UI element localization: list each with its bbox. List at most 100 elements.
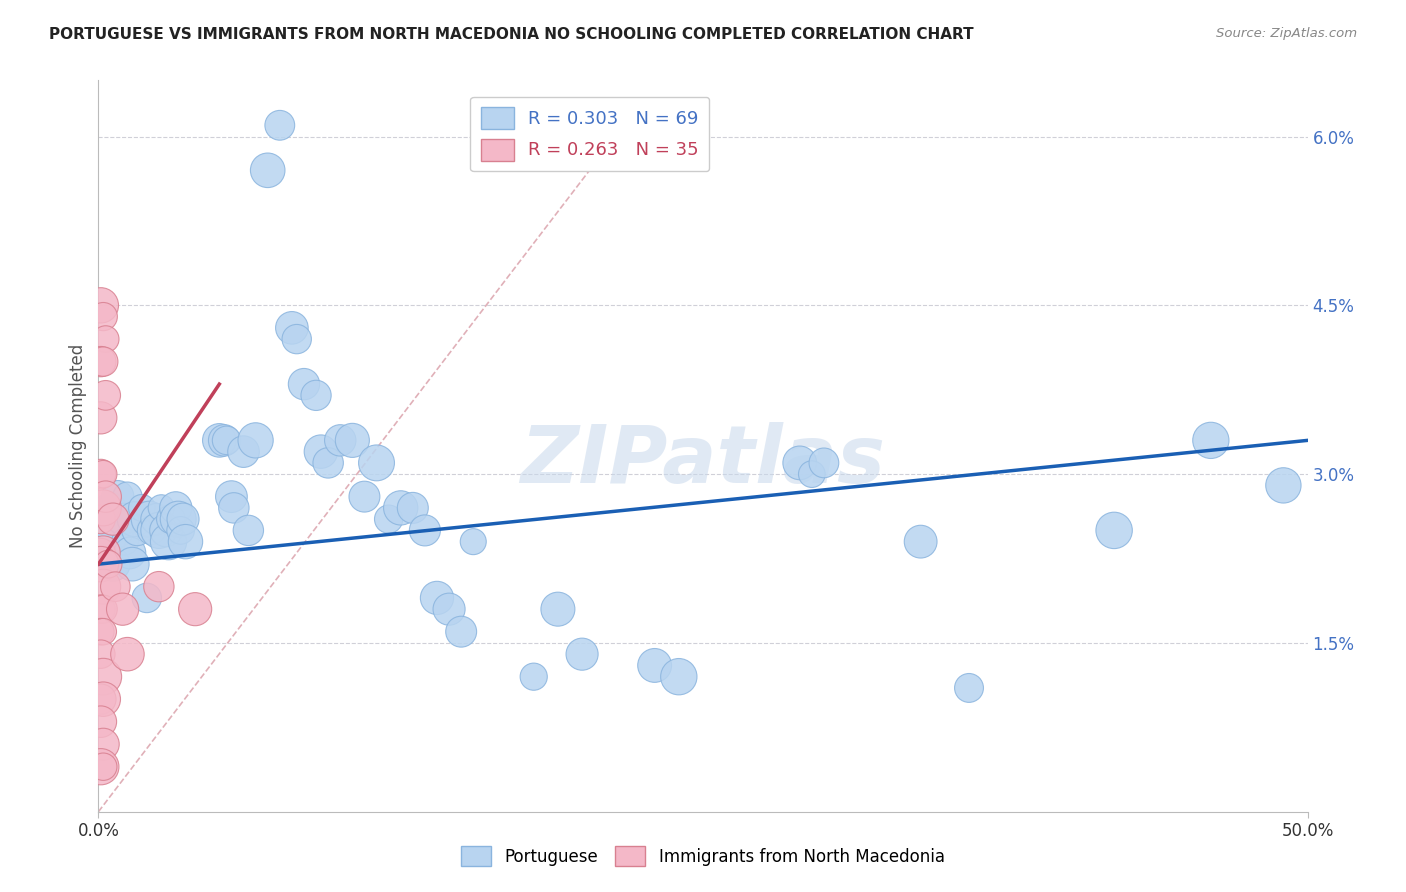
Point (165, 500, 187, 515)
Point (91, 467, 114, 482)
Point (208, 434, 231, 448)
Legend: R = 0.303   N = 69, R = 0.263   N = 35: R = 0.303 N = 69, R = 0.263 N = 35 (470, 96, 710, 171)
Point (174, 534, 197, 549)
Point (90, 647, 112, 661)
Point (155, 524, 177, 538)
Point (256, 163, 278, 178)
Text: Source: ZipAtlas.com: Source: ZipAtlas.com (1216, 27, 1357, 40)
Point (169, 524, 191, 538)
Point (800, 467, 823, 482)
Point (232, 444, 254, 458)
Point (1272, 478, 1295, 492)
Point (245, 434, 267, 448)
Point (160, 512, 183, 526)
Point (104, 524, 127, 538)
Point (104, 580, 127, 594)
Point (90, 546, 112, 560)
Point (90, 760, 112, 774)
Point (389, 500, 412, 515)
Point (90, 512, 112, 526)
Point (91, 500, 114, 515)
Point (114, 534, 136, 549)
Point (450, 624, 472, 639)
Point (329, 434, 352, 448)
Point (91, 670, 114, 684)
Point (121, 557, 143, 571)
Point (238, 524, 260, 538)
Point (90, 298, 112, 312)
Point (309, 444, 332, 458)
Point (215, 434, 238, 448)
Point (305, 388, 328, 402)
Point (668, 670, 690, 684)
Point (97, 557, 120, 571)
Point (90, 557, 112, 571)
Point (316, 456, 339, 470)
Point (94, 388, 117, 402)
Point (285, 332, 308, 346)
Point (97, 534, 120, 549)
Point (117, 647, 139, 661)
Point (366, 456, 388, 470)
Point (91, 310, 114, 324)
Point (789, 456, 811, 470)
Point (148, 524, 170, 538)
Point (124, 512, 146, 526)
Point (91, 546, 114, 560)
Point (150, 500, 173, 515)
Point (910, 534, 932, 549)
Point (90, 692, 112, 706)
Point (118, 546, 141, 560)
Point (91, 602, 114, 616)
Point (90, 602, 112, 616)
Point (222, 500, 245, 515)
Point (281, 321, 304, 335)
Point (94, 490, 117, 504)
Point (91, 760, 114, 774)
Point (107, 490, 129, 504)
Point (101, 557, 124, 571)
Point (90, 410, 112, 425)
Point (172, 512, 194, 526)
Point (91, 692, 114, 706)
Point (1102, 524, 1125, 538)
Point (402, 500, 425, 515)
Text: PORTUGUESE VS IMMIGRANTS FROM NORTH MACEDONIA NO SCHOOLING COMPLETED CORRELATION: PORTUGUESE VS IMMIGRANTS FROM NORTH MACE… (49, 27, 974, 42)
Point (101, 512, 124, 526)
Point (111, 602, 134, 616)
Point (90, 624, 112, 639)
Point (1199, 434, 1222, 448)
Legend: Portuguese, Immigrants from North Macedonia: Portuguese, Immigrants from North Macedo… (454, 839, 952, 873)
Point (94, 512, 117, 526)
Point (813, 456, 835, 470)
Point (437, 602, 460, 616)
Point (91, 354, 114, 368)
Text: ZIPatlas: ZIPatlas (520, 422, 886, 500)
Point (167, 512, 190, 526)
Point (413, 524, 436, 538)
Point (957, 681, 980, 695)
Point (131, 500, 153, 515)
Point (269, 118, 291, 132)
Point (342, 434, 364, 448)
Point (221, 490, 243, 504)
Point (94, 332, 117, 346)
Point (463, 534, 485, 549)
Y-axis label: No Schooling Completed: No Schooling Completed (69, 344, 87, 548)
Point (135, 591, 157, 605)
Point (91, 624, 114, 639)
Point (145, 512, 167, 526)
Point (91, 580, 114, 594)
Point (90, 467, 112, 482)
Point (141, 524, 163, 538)
Point (157, 534, 180, 549)
Point (138, 512, 160, 526)
Point (523, 670, 546, 684)
Point (353, 490, 375, 504)
Point (91, 737, 114, 751)
Point (90, 714, 112, 729)
Point (184, 602, 207, 616)
Point (644, 658, 666, 673)
Point (292, 377, 315, 392)
Point (148, 580, 170, 594)
